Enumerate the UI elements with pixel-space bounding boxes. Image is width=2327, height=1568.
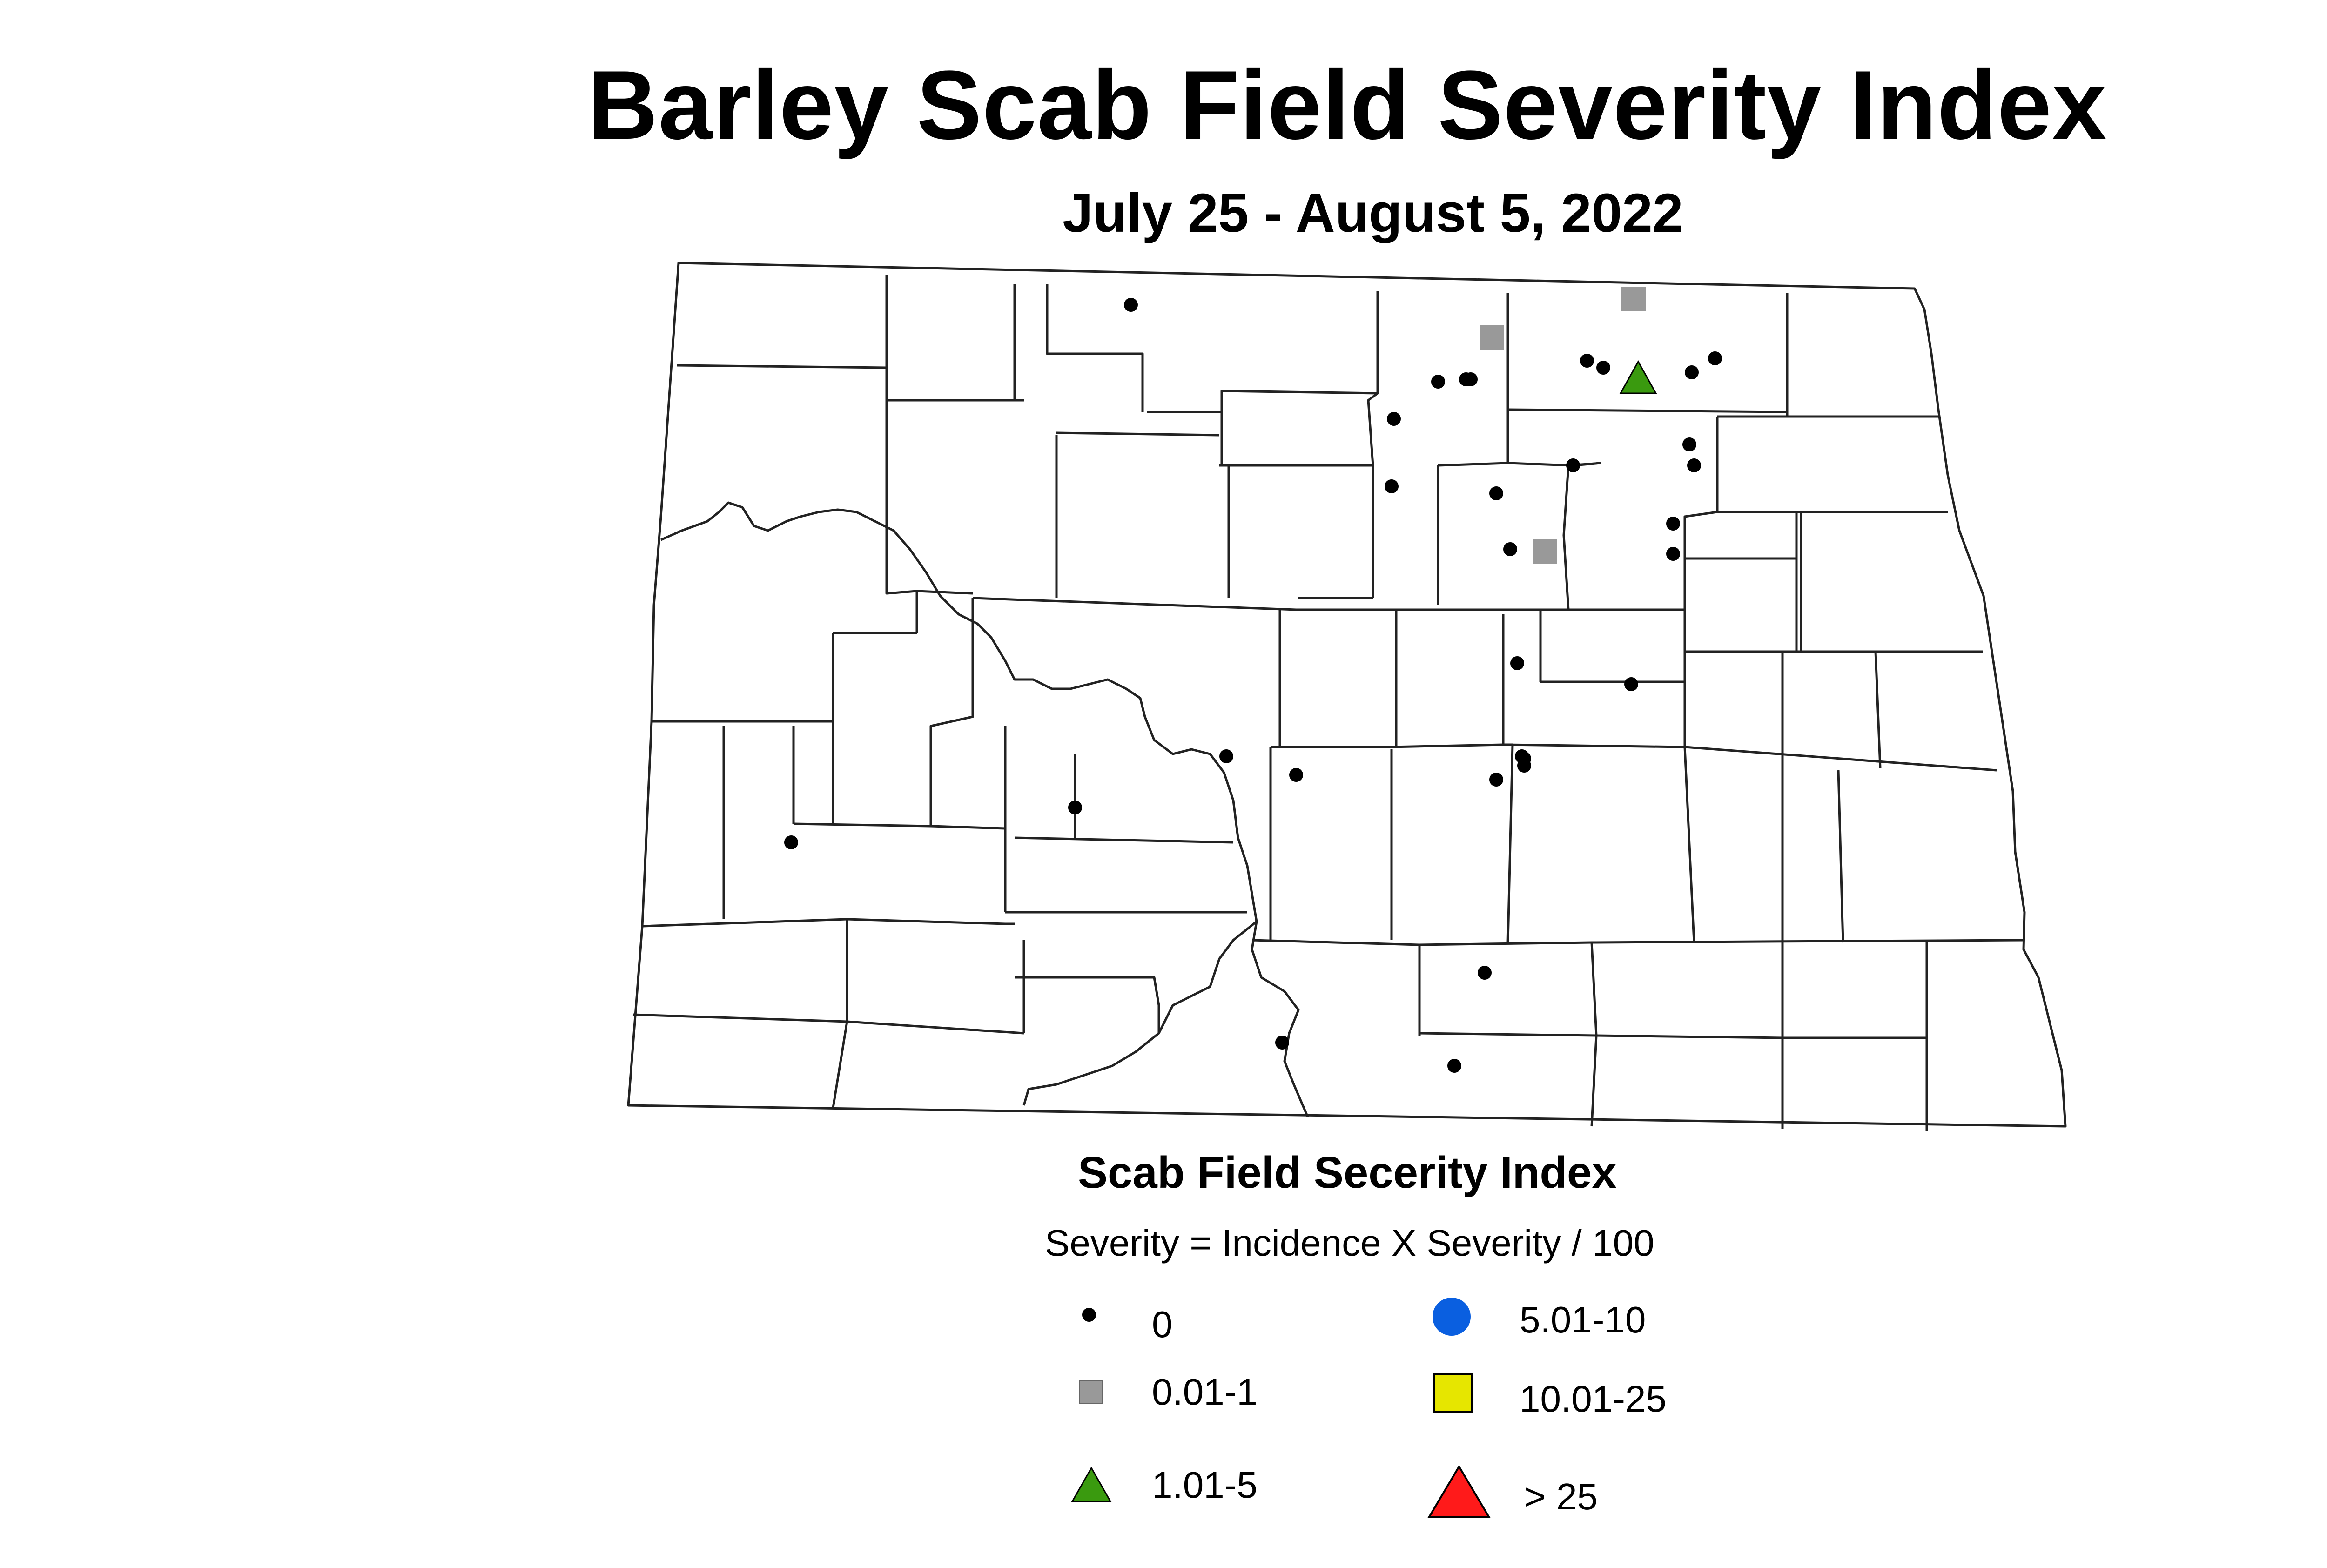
missouri-river (660, 501, 1309, 1117)
legend-title: Scab Field Secerity Index (1078, 1148, 1617, 1198)
obs-point-0 (1666, 517, 1680, 531)
obs-point-0 (1431, 375, 1445, 389)
obs-point-0 (1489, 486, 1503, 500)
obs-point-0.01-1 (1480, 325, 1504, 350)
obs-point-0 (1687, 458, 1701, 472)
obs-point-0 (1708, 351, 1722, 365)
legend-label-5: > 25 (1524, 1476, 1598, 1517)
legend-formula: Severity = Incidence X Severity / 100 (1045, 1222, 1654, 1264)
obs-point-0 (1387, 412, 1401, 426)
legend-label-0: 0 (1152, 1304, 1173, 1345)
obs-point-0 (1666, 547, 1680, 561)
obs-point-0 (1596, 361, 1610, 375)
observation-points (784, 287, 1722, 1073)
obs-point-0 (1624, 677, 1638, 691)
legend-label-1: 0.01-1 (1152, 1371, 1258, 1413)
legend-green-triangle-icon (1071, 1466, 1112, 1502)
state-outline (627, 262, 2067, 1128)
obs-point-0 (784, 835, 798, 849)
obs-point-0 (1459, 372, 1473, 386)
legend-label-2: 1.01-5 (1152, 1464, 1258, 1506)
legend-dot-icon (1082, 1308, 1096, 1322)
obs-point-0 (1515, 749, 1529, 763)
legend-red-triangle-icon (1427, 1465, 1491, 1518)
obs-point-0 (1219, 749, 1233, 763)
legend-label-4: 10.01-25 (1520, 1378, 1667, 1420)
obs-point-0 (1503, 542, 1517, 556)
legend-label-3: 5.01-10 (1520, 1299, 1646, 1340)
missouri-river-south (1022, 921, 1258, 1106)
obs-point-0 (1489, 773, 1503, 787)
obs-point-0 (1068, 801, 1082, 814)
obs-point-0 (1682, 437, 1696, 451)
obs-point-0 (1685, 365, 1699, 379)
legend-gray-square-icon (1079, 1380, 1103, 1404)
obs-point-0 (1580, 354, 1594, 368)
obs-point-0.01-1 (1533, 539, 1557, 564)
legend-yellow-square-icon (1433, 1373, 1473, 1413)
obs-point-0 (1385, 479, 1399, 493)
obs-point-0 (1124, 298, 1138, 312)
obs-point-0 (1275, 1036, 1289, 1050)
obs-point-0 (1447, 1059, 1461, 1073)
obs-point-0.01-1 (1621, 287, 1646, 311)
obs-point-0 (1510, 656, 1524, 670)
map-title: Barley Scab Field Severity Index (587, 50, 2107, 160)
legend-blue-circle-icon (1433, 1298, 1471, 1336)
obs-point-0 (1566, 458, 1580, 472)
obs-point-0 (1478, 966, 1492, 980)
obs-point-1.01-5 (1619, 360, 1657, 394)
map-subtitle: July 25 - August 5, 2022 (1063, 182, 1683, 244)
obs-point-0 (1289, 768, 1303, 782)
